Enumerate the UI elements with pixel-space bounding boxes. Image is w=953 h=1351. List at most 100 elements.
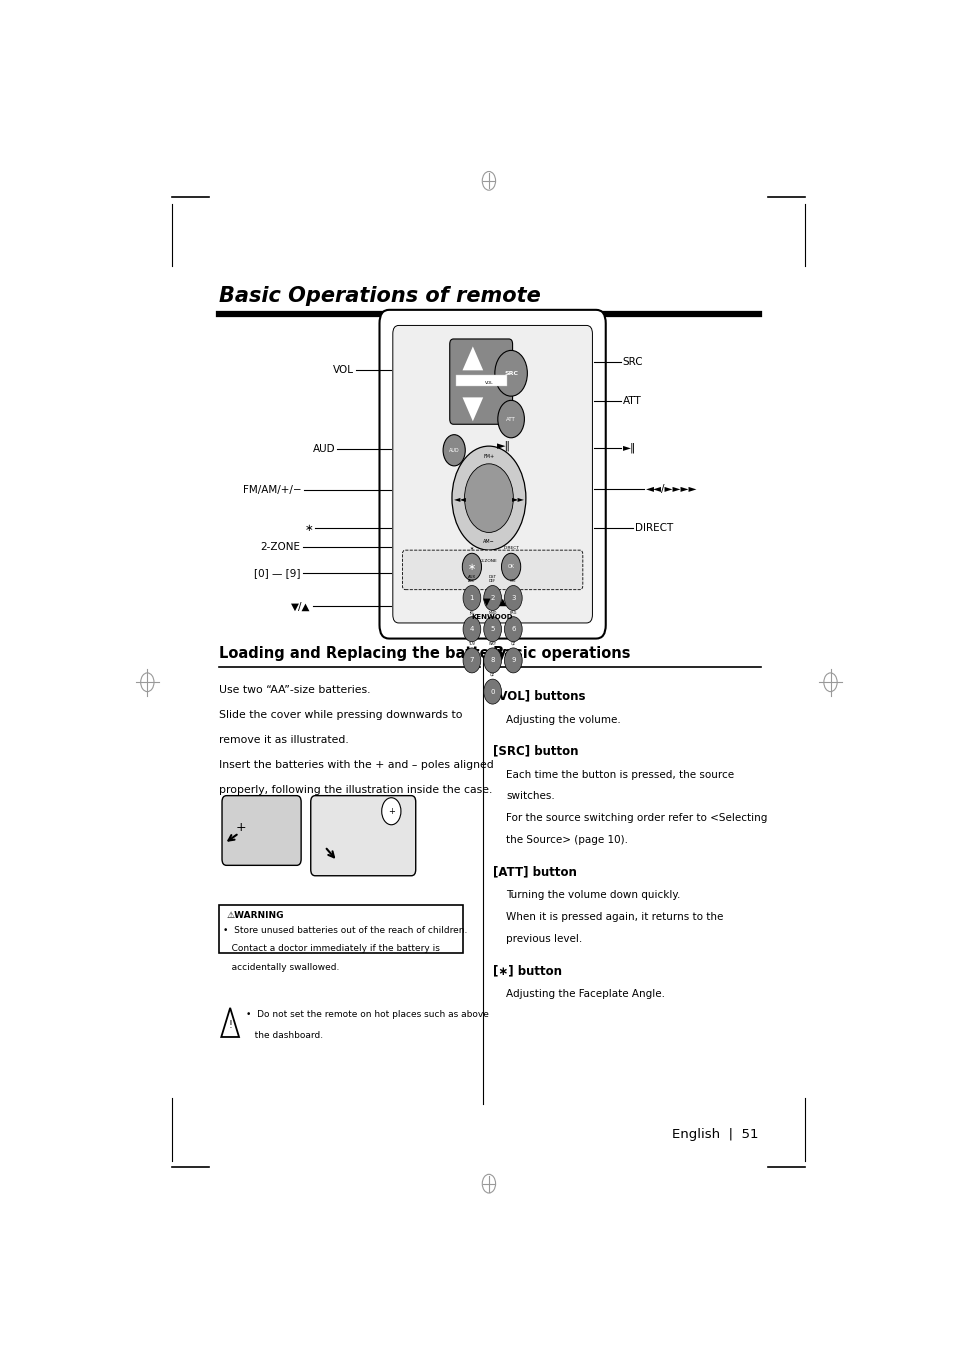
- Text: Slide the cover while pressing downwards to: Slide the cover while pressing downwards…: [219, 711, 462, 720]
- Text: AUD: AUD: [313, 444, 335, 454]
- Text: [∗] button: [∗] button: [492, 965, 561, 977]
- Text: [ATT] button: [ATT] button: [492, 866, 576, 878]
- Text: Basic operations: Basic operations: [492, 646, 630, 661]
- Polygon shape: [221, 1008, 239, 1038]
- Text: Adjusting the volume.: Adjusting the volume.: [505, 715, 620, 724]
- Text: 4: 4: [469, 627, 474, 632]
- Text: Each time the button is pressed, the source: Each time the button is pressed, the sou…: [505, 770, 733, 780]
- FancyBboxPatch shape: [402, 550, 582, 589]
- FancyBboxPatch shape: [379, 309, 605, 639]
- Circle shape: [501, 554, 520, 581]
- Text: switches.: switches.: [505, 792, 554, 801]
- FancyBboxPatch shape: [393, 326, 592, 623]
- Text: 2-ZONE: 2-ZONE: [260, 542, 300, 553]
- Text: Insert the batteries with the + and – poles aligned: Insert the batteries with the + and – po…: [219, 761, 494, 770]
- Circle shape: [462, 616, 480, 642]
- Circle shape: [442, 435, 465, 466]
- Text: DEF: DEF: [489, 580, 496, 584]
- Circle shape: [462, 554, 481, 581]
- Text: ▲: ▲: [498, 597, 506, 607]
- Text: Use two “AA”-size batteries.: Use two “AA”-size batteries.: [219, 685, 370, 696]
- Text: KENWOOD: KENWOOD: [472, 613, 513, 620]
- Text: ▼/▲: ▼/▲: [291, 601, 311, 611]
- Text: SRC: SRC: [503, 370, 517, 376]
- Text: ATT: ATT: [622, 396, 640, 407]
- Text: WXY: WXY: [488, 642, 497, 646]
- Text: MNO: MNO: [488, 611, 497, 615]
- FancyBboxPatch shape: [449, 339, 512, 424]
- Text: 9: 9: [511, 658, 515, 663]
- Text: FM+: FM+: [483, 454, 494, 459]
- Text: 6: 6: [511, 627, 515, 632]
- Text: JKL: JKL: [469, 611, 474, 615]
- Circle shape: [497, 400, 524, 438]
- Text: OK: OK: [507, 565, 514, 569]
- Text: accidentally swallowed.: accidentally swallowed.: [222, 963, 338, 973]
- Text: +: +: [388, 807, 395, 816]
- Text: ∗: ∗: [467, 562, 476, 571]
- Circle shape: [483, 680, 501, 704]
- Text: Loading and Replacing the battery: Loading and Replacing the battery: [219, 646, 506, 661]
- Text: TUV: TUV: [468, 642, 475, 646]
- Text: Adjusting the Faceplate Angle.: Adjusting the Faceplate Angle.: [505, 989, 664, 1000]
- Text: 5: 5: [490, 627, 495, 632]
- Text: DIRECT: DIRECT: [502, 546, 518, 550]
- Text: the dashboard.: the dashboard.: [246, 1031, 322, 1040]
- Polygon shape: [462, 346, 482, 370]
- Text: previous level.: previous level.: [505, 934, 581, 944]
- Text: !: !: [228, 1020, 232, 1029]
- Circle shape: [381, 797, 400, 824]
- Text: Turning the volume down quickly.: Turning the volume down quickly.: [505, 890, 679, 900]
- Text: Contact a doctor immediately if the battery is: Contact a doctor immediately if the batt…: [222, 944, 439, 954]
- Text: GHI: GHI: [510, 580, 516, 584]
- FancyBboxPatch shape: [311, 796, 416, 875]
- Text: ⚠WARNING: ⚠WARNING: [226, 911, 284, 920]
- Text: ►►: ►►: [512, 493, 524, 503]
- Text: •  Store unused batteries out of the reach of children.: • Store unused batteries out of the reac…: [222, 925, 467, 935]
- Text: Basic Operations of remote: Basic Operations of remote: [219, 285, 540, 305]
- Text: [VOL] buttons: [VOL] buttons: [492, 689, 584, 703]
- Text: DIRECT: DIRECT: [635, 523, 673, 534]
- Text: properly, following the illustration inside the case.: properly, following the illustration ins…: [219, 785, 492, 796]
- Text: 1: 1: [469, 594, 474, 601]
- Circle shape: [483, 616, 501, 642]
- Text: 3: 3: [511, 594, 515, 601]
- Text: QZ: QZ: [490, 673, 495, 677]
- Text: For the source switching order refer to <Selecting: For the source switching order refer to …: [505, 813, 766, 823]
- Text: When it is pressed again, it returns to the: When it is pressed again, it returns to …: [505, 912, 722, 923]
- Circle shape: [464, 463, 513, 532]
- Text: ◄◄/►►►►: ◄◄/►►►►: [646, 484, 698, 493]
- Text: ▼: ▼: [482, 597, 490, 607]
- Bar: [456, 374, 506, 386]
- Text: VOL: VOL: [333, 365, 354, 376]
- Text: ∗: ∗: [304, 523, 313, 534]
- Text: 2-ZONE: 2-ZONE: [480, 558, 497, 562]
- Bar: [219, 905, 462, 952]
- Text: English  |  51: English | 51: [672, 1128, 758, 1142]
- Text: 2: 2: [490, 594, 495, 601]
- Text: QZ: QZ: [510, 642, 516, 646]
- Text: [SRC] button: [SRC] button: [492, 744, 578, 758]
- Text: ►‖: ►‖: [622, 443, 636, 454]
- Text: DST: DST: [488, 576, 497, 580]
- Circle shape: [462, 585, 480, 611]
- Circle shape: [495, 350, 527, 396]
- FancyBboxPatch shape: [222, 796, 301, 866]
- Text: VOL: VOL: [485, 381, 494, 385]
- Circle shape: [483, 585, 501, 611]
- Text: 8: 8: [490, 658, 495, 663]
- Text: AM−: AM−: [482, 539, 495, 544]
- Text: ATT: ATT: [506, 416, 516, 422]
- Text: +: +: [235, 821, 246, 835]
- Polygon shape: [462, 397, 482, 422]
- Text: ◄◄: ◄◄: [454, 493, 467, 503]
- Text: 7: 7: [469, 658, 474, 663]
- Circle shape: [504, 585, 521, 611]
- Text: •  Do not set the remote on hot places such as above: • Do not set the remote on hot places su…: [246, 1011, 488, 1019]
- Text: the Source> (page 10).: the Source> (page 10).: [505, 835, 627, 846]
- Text: 0: 0: [490, 689, 495, 694]
- Text: ∗: ∗: [470, 546, 474, 551]
- Text: remove it as illustrated.: remove it as illustrated.: [219, 735, 349, 746]
- Text: ABC: ABC: [468, 580, 475, 584]
- Text: AUX: AUX: [467, 576, 476, 580]
